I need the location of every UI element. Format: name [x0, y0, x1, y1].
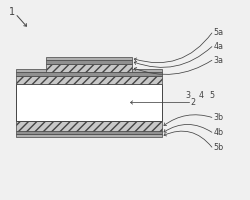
Bar: [16, 84, 162, 121]
Bar: [16, 69, 162, 72]
Text: 3b: 3b: [213, 113, 223, 122]
Text: 5: 5: [210, 91, 214, 100]
Text: 2: 2: [191, 98, 196, 107]
Bar: [46, 64, 132, 72]
Text: 1: 1: [9, 7, 15, 17]
Text: 3: 3: [186, 91, 191, 100]
Bar: [16, 76, 162, 84]
Bar: [46, 60, 132, 64]
Text: 3a: 3a: [213, 56, 223, 65]
Text: 5a: 5a: [213, 28, 223, 37]
Bar: [46, 57, 132, 60]
Bar: [16, 134, 162, 137]
Text: 5b: 5b: [213, 143, 224, 152]
Text: 4: 4: [198, 91, 203, 100]
Bar: [16, 72, 162, 76]
Bar: [16, 131, 162, 134]
Text: 4a: 4a: [213, 42, 223, 51]
Text: 4b: 4b: [213, 128, 223, 137]
Bar: [16, 121, 162, 131]
